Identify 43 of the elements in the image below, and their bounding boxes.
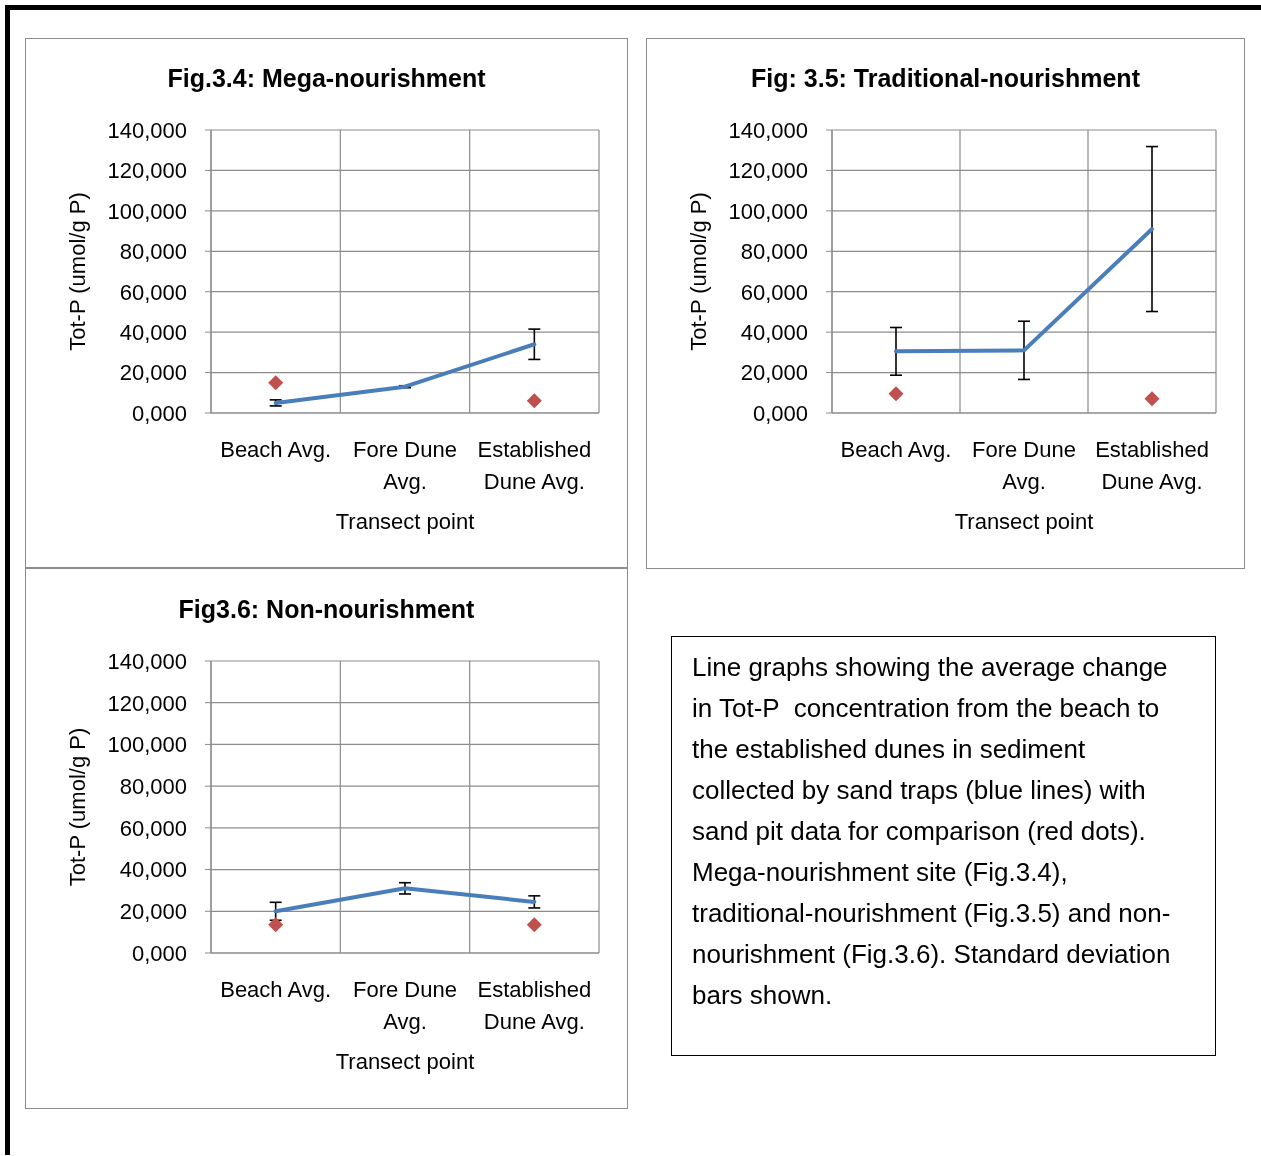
chart-title: Fig.3.4: Mega-nourishment [166,64,487,93]
y-tick-label: 40,000 [119,857,187,883]
y-tick-label: 80,000 [119,773,187,799]
y-axis-title: Tot-P (umol/g P) [685,192,711,351]
y-tick-label: 20,000 [119,360,187,386]
x-tick-label: Fore Dune Avg. [972,436,1076,494]
y-tick-label: 100,000 [728,198,808,224]
y-tick-label: 100,000 [107,732,187,758]
y-tick-label: 140,000 [728,117,808,143]
y-tick-label: 20,000 [119,899,187,925]
x-tick-label: Established Dune Avg. [477,976,592,1034]
y-tick-label: 40,000 [119,319,187,345]
y-tick-label: 80,000 [119,239,187,265]
y-tick-label: 140,000 [107,648,187,674]
x-tick-label: Established Dune Avg. [477,436,592,494]
y-tick-label: 40,000 [740,319,808,345]
chart-title: Fig3.6: Non-nourishment [177,595,476,624]
y-tick-label: 0,000 [131,400,187,426]
y-tick-label: 60,000 [740,279,808,305]
y-tick-label: 120,000 [728,158,808,184]
y-axis-title: Tot-P (umol/g P) [64,727,90,887]
chart-title: Fig: 3.5: Traditional-nourishment [750,64,1141,93]
x-tick-label: Beach Avg. [220,976,332,1002]
y-tick-label: 60,000 [119,815,187,841]
y-tick-label: 20,000 [740,360,808,386]
x-axis-title: Transect point [954,509,1094,534]
y-tick-label: 60,000 [119,279,187,305]
x-tick-label: Fore Dune Avg. [353,976,457,1034]
x-tick-label: Established Dune Avg. [1095,436,1209,494]
y-tick-label: 100,000 [107,198,187,224]
x-tick-label: Fore Dune Avg. [353,436,457,494]
y-tick-label: 120,000 [107,690,187,716]
x-tick-label: Beach Avg. [220,436,332,462]
y-tick-label: 120,000 [107,158,187,184]
y-tick-label: 0,000 [131,940,187,966]
text: Line graphs showing the average change in Tot-P concentration from the beach to the established dunes in sediment collected by sand traps (blue lines) with sand pit data for comparison (red dots). Mega-nourishment site (Fig.3.4), traditional-nourishment (Fig.3.5) and non-nourishment (Fig.3.6). Standard deviation bars shown. [692,652,1171,1010]
y-tick-label: 140,000 [107,117,187,143]
x-tick-label: Beach Avg. [840,436,952,462]
x-axis-title: Transect point [335,1049,475,1074]
y-axis-title: Tot-P (umol/g P) [64,192,90,351]
y-tick-label: 0,000 [752,400,808,426]
x-axis-title: Transect point [335,509,475,534]
y-tick-label: 80,000 [740,239,808,265]
